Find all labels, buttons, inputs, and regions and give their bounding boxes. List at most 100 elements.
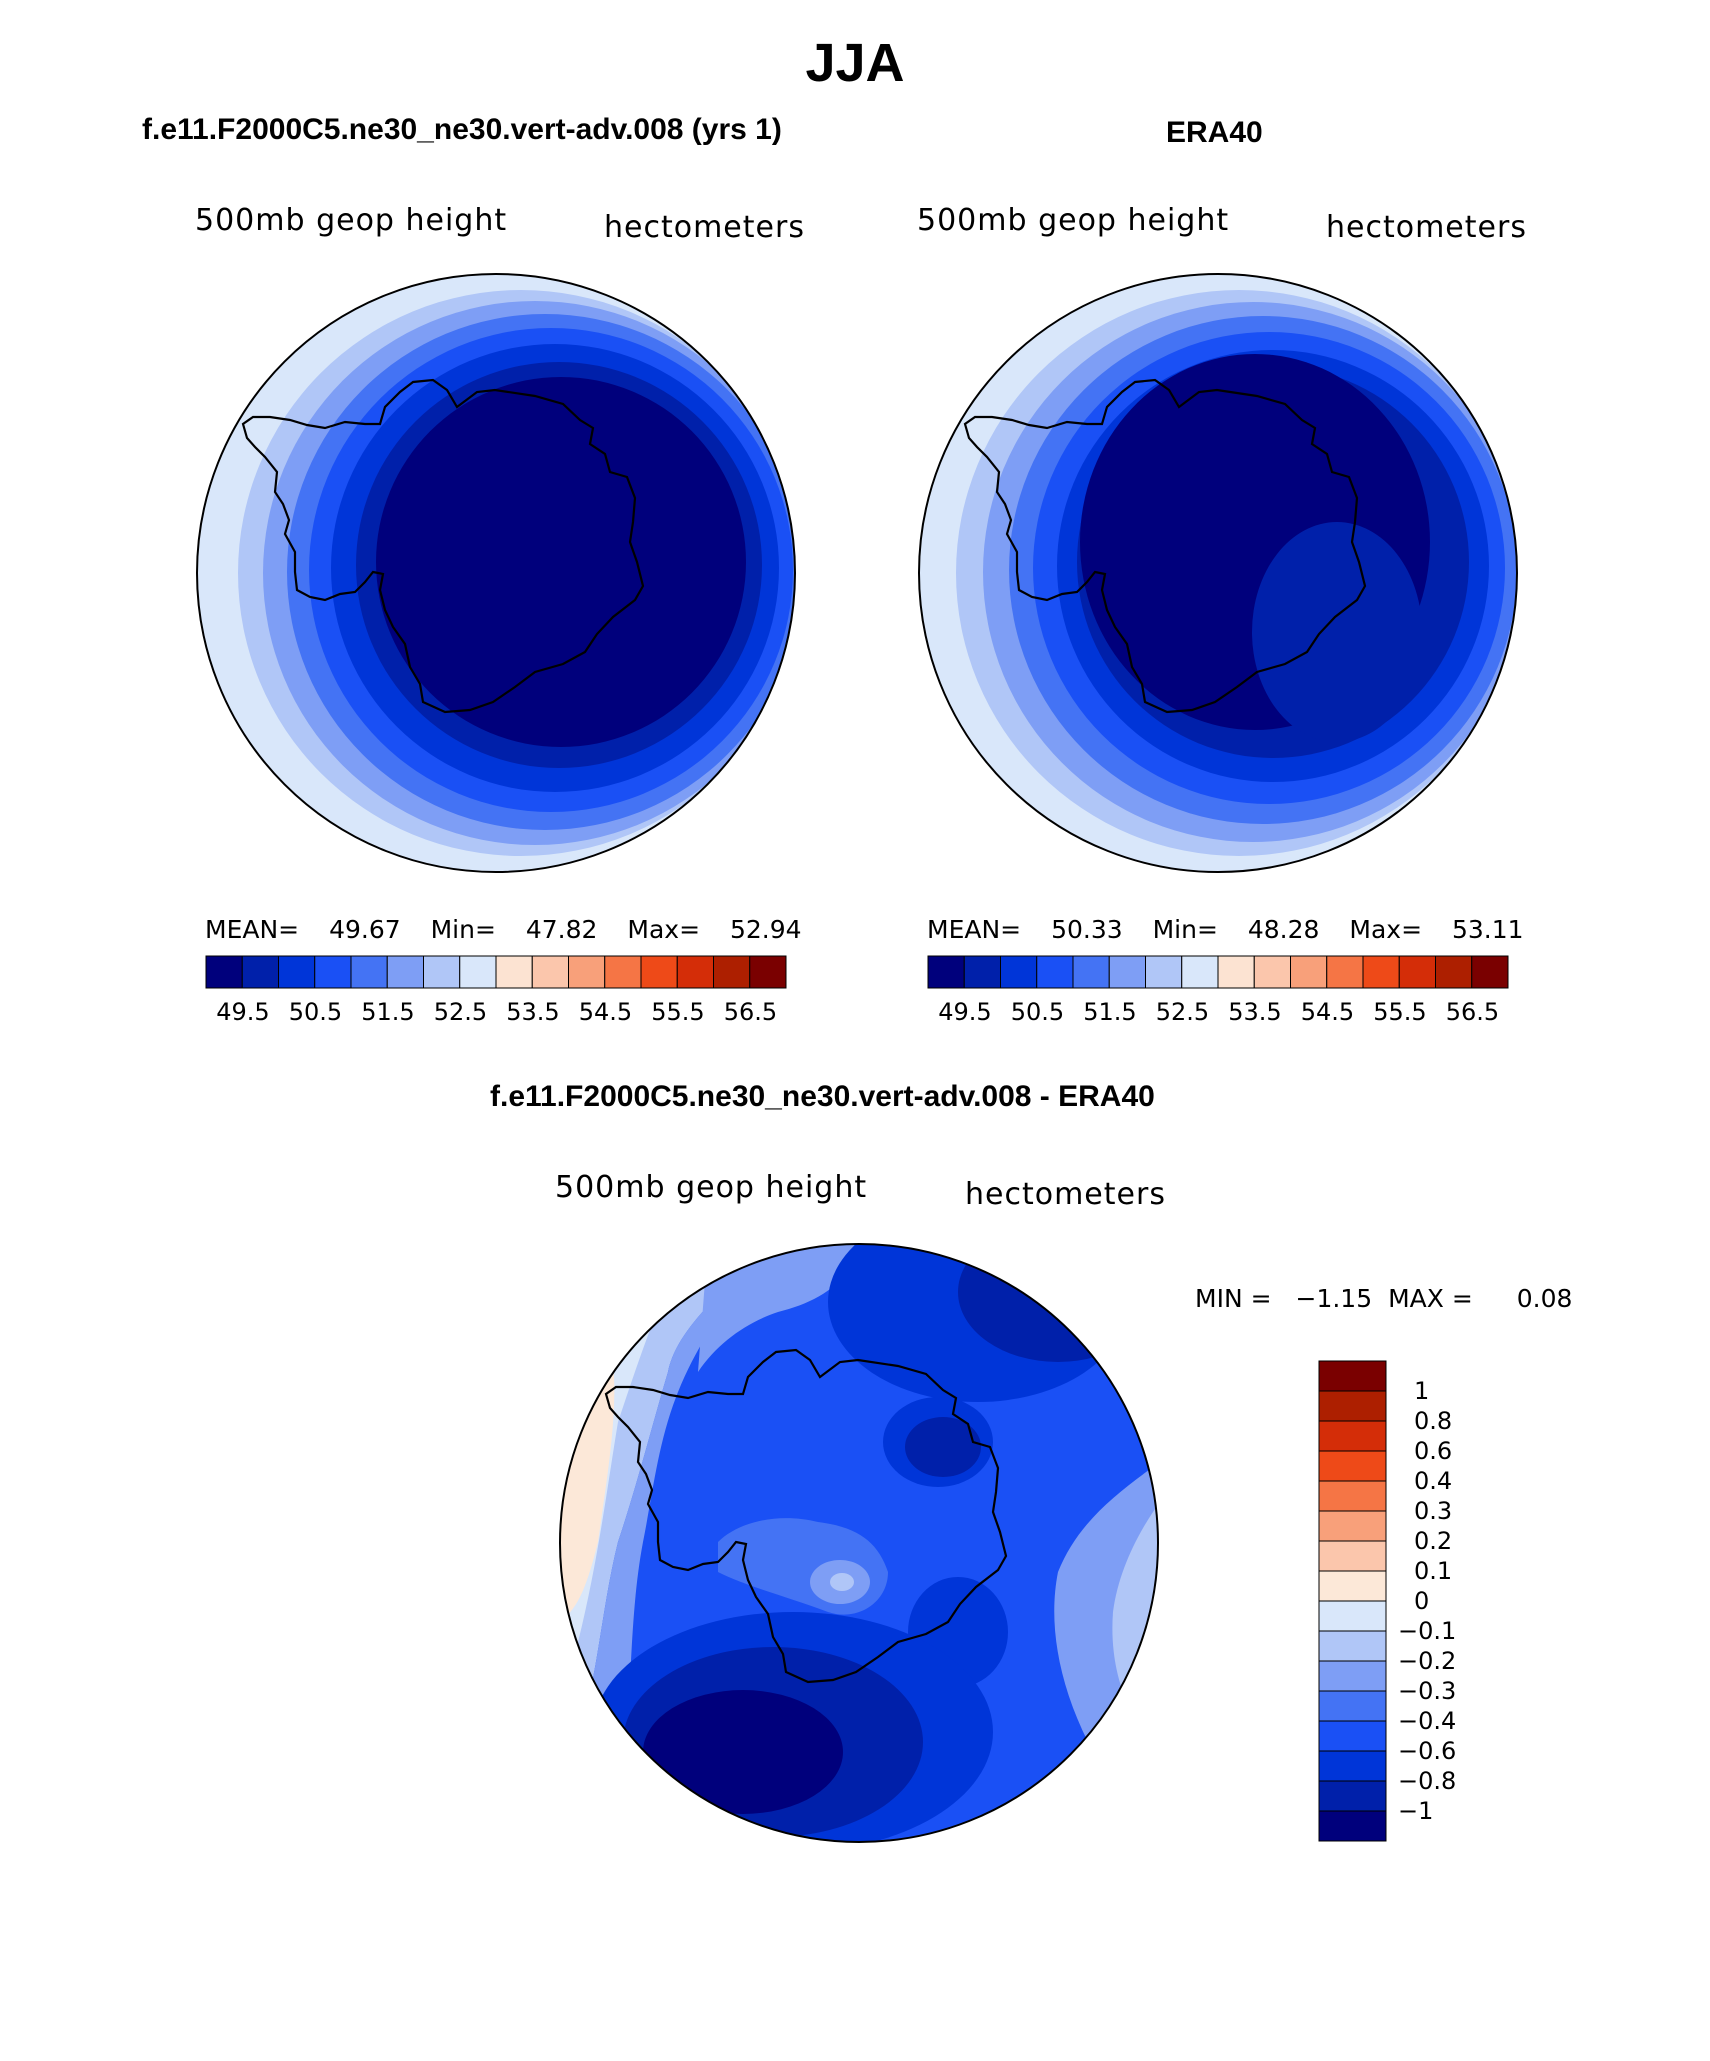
d-inner-low-2 bbox=[905, 1417, 981, 1477]
diff-colorbar-tick-label: −0.1 bbox=[1398, 1617, 1457, 1645]
panel1-colorbar-box bbox=[241, 955, 279, 989]
panel2-colorbar-tick-label: 53.5 bbox=[1228, 998, 1282, 1026]
diff-colorbar-box bbox=[1318, 1510, 1387, 1542]
panel2-polar-map bbox=[918, 273, 1518, 873]
p1-band-7 bbox=[376, 377, 746, 747]
diff-colorbar-box bbox=[1318, 1630, 1387, 1662]
diff-min-value: −1.15 bbox=[1295, 1284, 1373, 1313]
diff-min-label: MIN = bbox=[1195, 1284, 1272, 1313]
panel1-colorbar-box bbox=[713, 955, 751, 989]
panel2-colorbar-tick-label: 50.5 bbox=[1010, 998, 1065, 1026]
panel1-colorbar-ticks: 49.5 50.5 51.5 52.5 53.5 54.5 55.5 56.5 bbox=[205, 998, 787, 1028]
panel2-units-label: hectometers bbox=[1326, 210, 1527, 245]
diff-colorbar-box bbox=[1318, 1450, 1387, 1482]
panel2-colorbar-box bbox=[963, 955, 1001, 989]
panel1-colorbar-tick-label: 53.5 bbox=[506, 998, 560, 1026]
panel2-colorbar-tick-label: 56.5 bbox=[1445, 998, 1500, 1026]
panel1-mean-label: MEAN= bbox=[205, 915, 300, 944]
diff-polar-map bbox=[559, 1243, 1159, 1843]
d-top-right-low bbox=[1063, 1257, 1158, 1337]
panel1-colorbar-tick-label: 50.5 bbox=[288, 998, 343, 1026]
panel1-colorbar-tick-label: 49.5 bbox=[216, 998, 270, 1026]
panel1-colorbar-box bbox=[205, 955, 243, 989]
diff-max-label: MAX = bbox=[1388, 1284, 1473, 1313]
panel2-title: ERA40 bbox=[1166, 116, 1263, 149]
panel1-max-label: Max= bbox=[627, 915, 701, 944]
diff-variable-label: 500mb geop height bbox=[555, 1170, 868, 1205]
diff-colorbar-box bbox=[1318, 1600, 1387, 1632]
panel1-colorbar-box bbox=[495, 955, 533, 989]
diff-colorbar-box bbox=[1318, 1360, 1387, 1392]
panel1-colorbar-box bbox=[459, 955, 497, 989]
panel2-colorbar-box bbox=[1253, 955, 1291, 989]
diff-colorbar-tick-label: −0.8 bbox=[1398, 1767, 1457, 1795]
panel2-max-label: Max= bbox=[1349, 915, 1423, 944]
panel2-colorbar-box bbox=[1217, 955, 1255, 989]
panel1-colorbar-box bbox=[604, 955, 642, 989]
panel2-colorbar-box bbox=[1362, 955, 1400, 989]
panel1-colorbar-tick-label: 51.5 bbox=[361, 998, 415, 1026]
panel1-colorbar-box bbox=[640, 955, 678, 989]
diff-colorbar-box bbox=[1318, 1780, 1387, 1812]
panel1-colorbar-box bbox=[423, 955, 461, 989]
panel2-colorbar-box bbox=[1471, 955, 1509, 989]
panel1-colorbar-tick-label: 56.5 bbox=[723, 998, 778, 1026]
panel2-colorbar-tick-label: 49.5 bbox=[938, 998, 992, 1026]
panel2-colorbar-box bbox=[1000, 955, 1038, 989]
panel1-colorbar-box bbox=[386, 955, 424, 989]
diff-map-border bbox=[559, 1243, 1159, 1843]
d-top-light bbox=[698, 1244, 858, 1372]
panel2-colorbar-box bbox=[1398, 955, 1436, 989]
panel1-colorbar-box bbox=[749, 955, 787, 989]
panel2-min-label: Min= bbox=[1152, 915, 1218, 944]
diff-colorbar-box bbox=[1318, 1750, 1387, 1782]
diff-colorbar-box bbox=[1318, 1480, 1387, 1512]
panel1-max-value: 52.94 bbox=[730, 915, 802, 944]
panel1-colorbar-box bbox=[568, 955, 606, 989]
panel2-map-border bbox=[918, 273, 1518, 873]
panel1-mean-value: 49.67 bbox=[329, 915, 401, 944]
diff-colorbar-tick-label: 0.4 bbox=[1414, 1467, 1453, 1495]
panel2-colorbar bbox=[927, 955, 1509, 989]
panel1-variable-label: 500mb geop height bbox=[195, 203, 508, 238]
diff-colorbar-tick-label: −0.4 bbox=[1398, 1707, 1457, 1735]
panel1-colorbar-tick-label: 54.5 bbox=[578, 998, 633, 1026]
panel2-min-value: 48.28 bbox=[1247, 915, 1320, 944]
diff-colorbar-tick-label: 1 bbox=[1414, 1377, 1430, 1405]
panel2-colorbar-box bbox=[1290, 955, 1328, 989]
panel2-colorbar-ticks: 49.5 50.5 51.5 52.5 53.5 54.5 55.5 56.5 bbox=[927, 998, 1509, 1028]
panel1-colorbar-box bbox=[531, 955, 569, 989]
panel1-map-border bbox=[196, 273, 796, 873]
panel2-colorbar-box bbox=[1435, 955, 1473, 989]
panel2-colorbar-box bbox=[1326, 955, 1364, 989]
diff-colorbar-box bbox=[1318, 1720, 1387, 1752]
diff-colorbar-box bbox=[1318, 1540, 1387, 1572]
panel2-colorbar-box bbox=[1108, 955, 1146, 989]
diff-colorbar-box bbox=[1318, 1390, 1387, 1422]
panel2-variable-label: 500mb geop height bbox=[917, 203, 1230, 238]
diff-max-value: 0.08 bbox=[1516, 1284, 1573, 1313]
diff-title: f.e11.F2000C5.ne30_ne30.vert-adv.008 - E… bbox=[490, 1080, 1155, 1113]
diff-colorbar-tick-label: 0.3 bbox=[1414, 1497, 1453, 1525]
diff-colorbar-box bbox=[1318, 1810, 1387, 1842]
panel1-title: f.e11.F2000C5.ne30_ne30.vert-adv.008 (yr… bbox=[142, 113, 782, 146]
diff-colorbar-ticks: 1 0.8 0.6 0.4 0.3 0.2 0.1 0 −0.1 −0.2 −0.3 −0.4 −0.6… bbox=[1398, 1360, 1520, 1842]
panel1-colorbar-tick-label: 55.5 bbox=[651, 998, 705, 1026]
diff-colorbar-tick-label: 0.2 bbox=[1414, 1527, 1453, 1555]
panel1-min-label: Min= bbox=[430, 915, 496, 944]
panel2-colorbar-tick-label: 54.5 bbox=[1300, 998, 1355, 1026]
panel2-colorbar-tick-label: 51.5 bbox=[1083, 998, 1137, 1026]
panel2-mean-label: MEAN= bbox=[927, 915, 1022, 944]
panel1-units-label: hectometers bbox=[604, 210, 805, 245]
antarctica-coastline bbox=[241, 378, 645, 714]
panel1-colorbar-box bbox=[350, 955, 388, 989]
antarctica-coastline-2 bbox=[963, 378, 1367, 714]
panel2-mean-value: 50.33 bbox=[1051, 915, 1123, 944]
panel2-colorbar-tick-label: 55.5 bbox=[1373, 998, 1427, 1026]
panel1-colorbar-box bbox=[676, 955, 714, 989]
diff-colorbar-box bbox=[1318, 1420, 1387, 1452]
diff-colorbar-box bbox=[1318, 1690, 1387, 1722]
panel2-colorbar-tick-label: 52.5 bbox=[1155, 998, 1210, 1026]
main-title: JJA bbox=[805, 33, 905, 93]
diff-colorbar-tick-label: −0.3 bbox=[1398, 1677, 1457, 1705]
